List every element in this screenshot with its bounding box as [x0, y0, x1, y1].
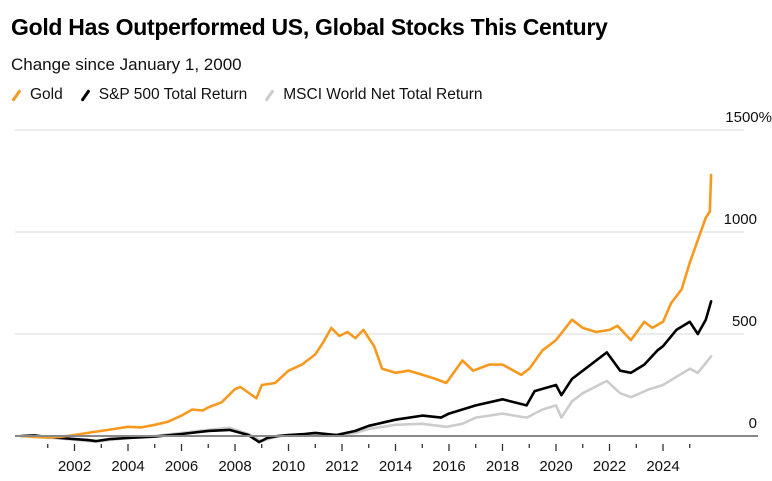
series-line-msci-world-net-total-return [19, 355, 713, 443]
series-lines [19, 173, 713, 444]
x-tick-label: 2006 [165, 458, 198, 475]
series-line-s-p-500-total-return [19, 300, 713, 444]
chart-title: Gold Has Outperformed US, Global Stocks … [11, 14, 608, 40]
y-axis: 1500% 1000 500 0 [724, 109, 772, 432]
series-line-gold [19, 173, 713, 439]
x-tick-label: 2008 [218, 458, 251, 475]
x-tick-label: 2012 [325, 458, 358, 475]
legend-label-sp500: S&P 500 Total Return [98, 86, 248, 103]
y-tick-label: 1000 [724, 211, 757, 228]
x-tick-label: 2014 [379, 458, 412, 475]
x-tick-label: 2022 [593, 458, 626, 475]
x-axis: 2002 2004 2006 2008 2010 2012 2014 2016 2018 2020… [15, 435, 758, 475]
x-tick-label: 2020 [539, 458, 572, 475]
y-tick-label: 0 [749, 415, 757, 432]
x-tick-label: 2004 [111, 458, 144, 475]
legend-item-sp500: S&P 500 Total Return [80, 86, 248, 104]
x-tick-label: 2016 [432, 458, 465, 475]
legend-label-msci: MSCI World Net Total Return [283, 86, 483, 103]
legend-item-gold: Gold [11, 86, 63, 104]
gridlines [15, 129, 744, 335]
x-tick-label: 2024 [646, 458, 679, 475]
x-tick-label: 2010 [272, 458, 305, 475]
x-tick-label: 2018 [486, 458, 519, 475]
y-tick-label: 1500% [725, 109, 772, 126]
chart-subtitle: Change since January 1, 2000 [11, 55, 242, 74]
legend-item-msci: MSCI World Net Total Return [264, 86, 483, 104]
legend: Gold S&P 500 Total Return MSCI World Net… [11, 86, 500, 104]
legend-label-gold: Gold [30, 86, 63, 103]
x-tick-label: 2002 [58, 458, 91, 475]
y-tick-label: 500 [732, 313, 757, 330]
